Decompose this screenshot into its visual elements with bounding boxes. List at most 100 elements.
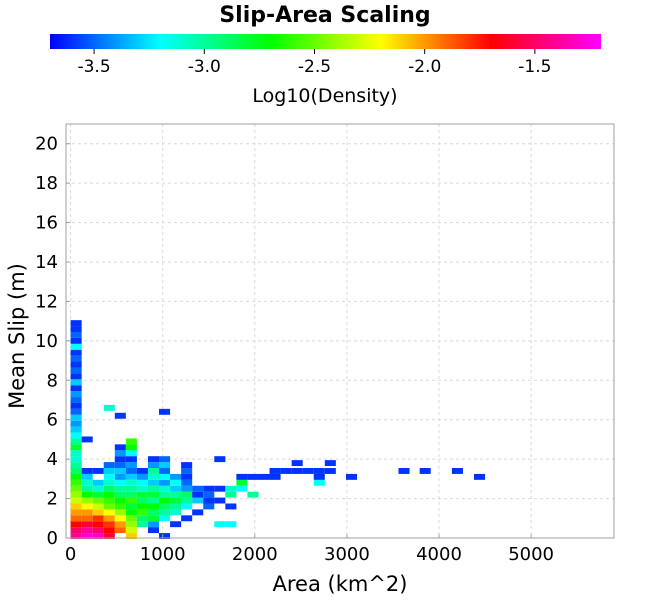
heatmap-cell xyxy=(125,509,137,516)
heatmap-cell xyxy=(114,462,126,469)
heatmap-cell xyxy=(136,503,148,510)
heatmap-cell xyxy=(214,456,226,463)
heatmap-cell xyxy=(192,485,204,492)
heatmap-cell xyxy=(81,503,93,510)
heatmap-cell xyxy=(181,503,193,510)
heatmap-cell xyxy=(81,473,93,480)
y-tick-label: 4 xyxy=(47,449,58,470)
heatmap-cell xyxy=(70,456,82,463)
heatmap-cell xyxy=(291,468,303,474)
colorbar-label: Log10(Density) xyxy=(252,85,397,107)
colorbar-tick-label: -2.0 xyxy=(408,57,441,77)
heatmap-cell xyxy=(114,456,126,463)
heatmap-cell xyxy=(451,468,463,474)
heatmap-cell xyxy=(92,468,104,474)
heatmap-cell xyxy=(114,473,126,480)
heatmap-cell xyxy=(147,527,160,534)
heatmap-cell xyxy=(103,473,115,480)
heatmap-cell xyxy=(81,485,93,492)
heatmap-cell xyxy=(125,438,137,445)
y-tick-label: 10 xyxy=(35,331,58,352)
heatmap-cell xyxy=(159,497,171,504)
heatmap-cell xyxy=(92,479,104,486)
heatmap-cell xyxy=(136,521,148,528)
heatmap-cell xyxy=(70,491,82,498)
heatmap-cell xyxy=(125,473,137,480)
heatmap-cell xyxy=(103,515,115,522)
colorbar xyxy=(50,34,601,49)
heatmap-cell xyxy=(81,436,93,443)
heatmap-cell xyxy=(103,497,115,504)
x-tick-label: 5000 xyxy=(508,544,554,565)
heatmap-cell xyxy=(247,473,259,480)
heatmap-cell xyxy=(181,468,193,474)
colorbar-tick-label: -3.0 xyxy=(188,57,221,77)
heatmap-cell xyxy=(114,485,126,492)
colorbar-tick-label: -1.5 xyxy=(518,57,551,77)
heatmap-cell xyxy=(170,503,182,510)
heatmap-cell xyxy=(70,320,82,327)
heatmap-cell xyxy=(70,503,82,510)
heatmap-cell xyxy=(203,491,215,498)
x-tick-label: 3000 xyxy=(324,544,370,565)
heatmap-cell xyxy=(114,509,126,516)
heatmap-cell xyxy=(136,485,148,492)
heatmap-cell xyxy=(136,509,148,516)
heatmap-cell xyxy=(136,473,148,480)
heatmap-cell xyxy=(70,373,82,380)
heatmap-cell xyxy=(103,485,115,492)
y-tick-label: 12 xyxy=(35,291,58,312)
heatmap-cell xyxy=(291,460,303,467)
heatmap-cell xyxy=(81,533,93,539)
heatmap-cell xyxy=(81,497,93,504)
heatmap-cell xyxy=(214,521,226,528)
heatmap-cell xyxy=(269,473,281,480)
heatmap-cell xyxy=(114,444,126,451)
heatmap-cell xyxy=(125,450,137,457)
heatmap-cell xyxy=(159,491,171,498)
heatmap-cell xyxy=(70,468,82,474)
heatmap-cell xyxy=(159,503,171,510)
heatmap-cell xyxy=(269,468,281,474)
heatmap-cell xyxy=(170,473,182,480)
heatmap-cell xyxy=(92,521,104,528)
heatmap-cell xyxy=(70,385,82,392)
heatmap-cell xyxy=(170,491,182,498)
heatmap-cell xyxy=(147,485,160,492)
heatmap-cell xyxy=(70,438,82,445)
plot-frame xyxy=(65,123,615,539)
heatmap-cell xyxy=(125,521,137,528)
heatmap-cell xyxy=(236,485,248,492)
heatmap-cell xyxy=(70,343,82,350)
heatmap-cell xyxy=(125,527,137,534)
heatmap-cell xyxy=(70,533,82,539)
heatmap-cell xyxy=(70,367,82,374)
heatmap-cell xyxy=(302,468,314,474)
heatmap-cell xyxy=(125,479,137,486)
heatmap-cell xyxy=(136,479,148,486)
heatmap-cell xyxy=(70,355,82,362)
x-tick-label: 2000 xyxy=(232,544,278,565)
heatmap-cell xyxy=(70,414,82,421)
heatmap-cell xyxy=(125,456,137,463)
heatmap-cell xyxy=(474,473,486,480)
heatmap-cell xyxy=(125,462,137,469)
heatmap-cell xyxy=(225,491,237,498)
heatmap-cell xyxy=(159,462,171,469)
heatmap-cell xyxy=(81,509,93,516)
heatmap-cell xyxy=(324,460,336,467)
heatmap-cell xyxy=(70,349,82,356)
heatmap-cell xyxy=(181,479,193,486)
y-tick-label: 18 xyxy=(35,173,58,194)
colorbar-ticks: -3.5 -3.0 -2.5 -2.0 -1.5 xyxy=(77,49,551,77)
heatmap-cell xyxy=(81,521,93,528)
heatmap-cell xyxy=(419,468,431,474)
heatmap-cell xyxy=(92,509,104,516)
heatmap-cell xyxy=(70,515,82,522)
heatmap-cell xyxy=(70,331,82,338)
heatmap-cell xyxy=(170,485,182,492)
heatmap-cell xyxy=(81,491,93,498)
x-tick-label: 0 xyxy=(65,544,76,565)
heatmap-cell xyxy=(125,468,137,474)
heatmap-cell xyxy=(159,479,171,486)
